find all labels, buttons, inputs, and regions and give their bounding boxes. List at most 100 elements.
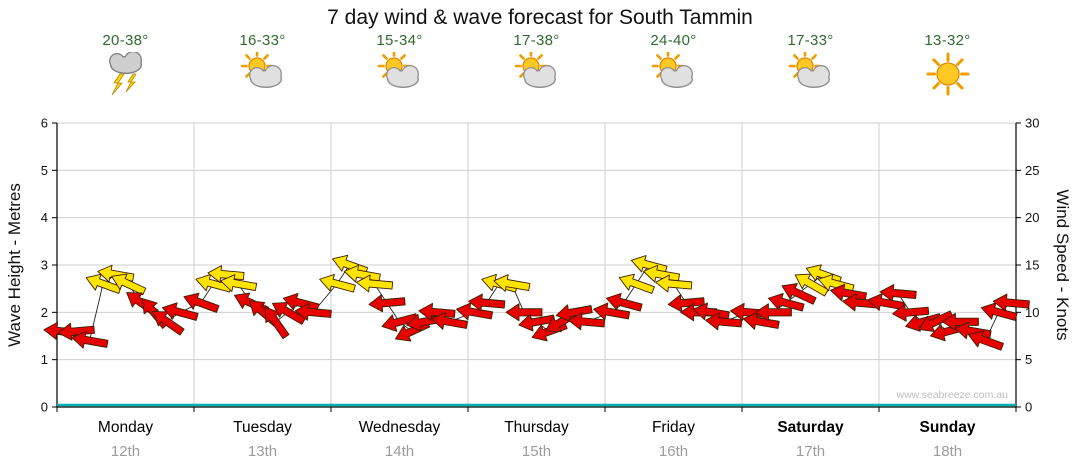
wind-arrow [830, 283, 868, 302]
wind-arrow [918, 310, 954, 333]
wind-arrow [57, 322, 95, 341]
day-temp-range: 24-40° [650, 32, 697, 49]
left-axis-tick-label: 5 [41, 163, 48, 178]
day-name: Monday [97, 419, 154, 436]
weather-icon-storm [57, 51, 194, 98]
wind-arrow [294, 302, 332, 321]
wind-arrow [319, 273, 356, 293]
day-name: Sunday [919, 419, 976, 436]
left-axis-tick-label: 3 [41, 258, 48, 273]
right-axis-tick-label: 0 [1025, 400, 1032, 415]
day-name: Saturday [777, 419, 844, 436]
day-temp-range: 16-33° [239, 32, 286, 49]
day-name: Friday [651, 419, 696, 436]
wind-arrow [643, 264, 681, 283]
wind-arrow [630, 255, 668, 274]
day-temp-range: 20-38° [102, 32, 149, 49]
weather-icon-sun-cloud [468, 49, 605, 98]
day-temp-range: 17-38° [513, 32, 560, 49]
wind-arrow [692, 302, 730, 321]
day-temp-range: 15-34° [376, 32, 423, 49]
left-axis-tick-label: 2 [41, 305, 48, 320]
wind-arrow [343, 264, 381, 283]
right-axis-tick-label: 15 [1025, 258, 1039, 273]
day-name: Thursday [504, 419, 569, 436]
wind-arrow [892, 303, 930, 322]
wind-arrow [879, 284, 917, 302]
day-column-sunday: 13-32° [879, 32, 1016, 98]
wind-arrow [605, 292, 643, 312]
weather-icon-sun-cloud [194, 49, 331, 98]
wind-arrow [518, 313, 556, 332]
wind-arrow [742, 312, 780, 330]
weather-icon-sun-cloud [331, 49, 468, 98]
wind-arrow [71, 331, 109, 349]
wind-arrow [493, 274, 531, 292]
wind-arrow [264, 306, 290, 340]
weather-icon-sun-cloud [605, 49, 742, 98]
day-date: 14th [384, 443, 415, 460]
left-axis-tick-label: 0 [41, 400, 48, 415]
day-name: Wednesday [358, 419, 441, 436]
wind-arrow [431, 312, 469, 330]
day-temp-range: 17-33° [787, 32, 834, 49]
wind-arrow [468, 293, 506, 312]
wind-arrow [220, 274, 258, 292]
day-column-wednesday: 15-34° [331, 32, 468, 98]
wind-arrow [794, 273, 829, 297]
wind-arrow [992, 293, 1030, 312]
wind-arrow [593, 302, 631, 321]
wind-arrow [817, 273, 855, 293]
wind-arrow [705, 312, 743, 331]
wind-arrow [941, 312, 979, 331]
wind-arrow [207, 265, 245, 283]
day-column-thursday: 17-38° [468, 32, 605, 98]
day-date: 12th [110, 443, 141, 460]
day-date: 15th [521, 443, 552, 460]
day-column-tuesday: 16-33° [194, 32, 331, 98]
left-axis-tick-label: 1 [41, 352, 48, 367]
wind-arrow [505, 303, 543, 322]
wind-arrow [667, 294, 705, 313]
page-title: 7 day wind & wave forecast for South Tam… [327, 6, 753, 29]
wind-arrow [754, 303, 792, 322]
wind-arrow [183, 292, 220, 313]
left-axis-tick-label: 6 [41, 116, 48, 131]
wind-arrow [152, 311, 185, 336]
wind-arrow [356, 274, 394, 293]
wind-arrow [767, 292, 805, 312]
right-axis-tick-label: 10 [1025, 305, 1039, 320]
right-axis-tick-label: 5 [1025, 352, 1032, 367]
wind-arrow [111, 273, 147, 296]
wind-arrow [282, 292, 320, 312]
day-date: 17th [795, 443, 826, 460]
day-column-monday: 20-38° [57, 32, 194, 98]
wind-arrow [381, 313, 419, 332]
wind-arrow [781, 283, 817, 305]
wind-arrow [867, 293, 905, 311]
watermark: www.seabreeze.com.au [896, 389, 1008, 401]
wind-arrow [555, 304, 593, 322]
day-temp-range: 13-32° [924, 32, 971, 49]
wind-arrow [980, 302, 1018, 321]
wind-arrow [568, 312, 606, 331]
day-date: 13th [247, 443, 278, 460]
right-axis-tick-label: 25 [1025, 163, 1039, 178]
left-axis-tick-label: 4 [41, 210, 48, 225]
day-column-friday: 24-40° [605, 32, 742, 98]
wind-arrow [456, 302, 494, 321]
weather-icon-sun-cloud [742, 49, 879, 98]
day-name: Tuesday [233, 419, 292, 436]
wind-arrow [368, 294, 406, 313]
weather-icon-sun [879, 52, 1016, 98]
day-date: 18th [932, 443, 963, 460]
day-date: 16th [658, 443, 689, 460]
right-axis-tick-label: 20 [1025, 210, 1039, 225]
wind-arrow [332, 254, 369, 275]
wind-arrow [618, 273, 655, 294]
wind-arrow [418, 302, 456, 321]
wind-arrow [161, 302, 199, 321]
day-column-saturday: 17-33° [742, 32, 879, 98]
